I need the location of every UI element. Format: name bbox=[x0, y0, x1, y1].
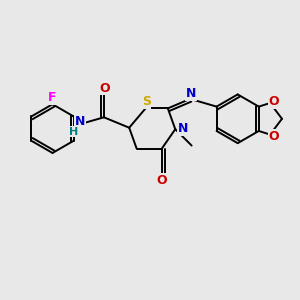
Text: N: N bbox=[75, 115, 85, 128]
Text: F: F bbox=[48, 91, 57, 104]
Text: H: H bbox=[69, 127, 78, 136]
Text: O: O bbox=[268, 130, 279, 142]
Text: O: O bbox=[268, 95, 279, 108]
Text: O: O bbox=[157, 174, 167, 187]
Text: N: N bbox=[185, 87, 196, 100]
Text: O: O bbox=[99, 82, 110, 95]
Text: N: N bbox=[178, 122, 188, 135]
Text: S: S bbox=[142, 95, 151, 108]
